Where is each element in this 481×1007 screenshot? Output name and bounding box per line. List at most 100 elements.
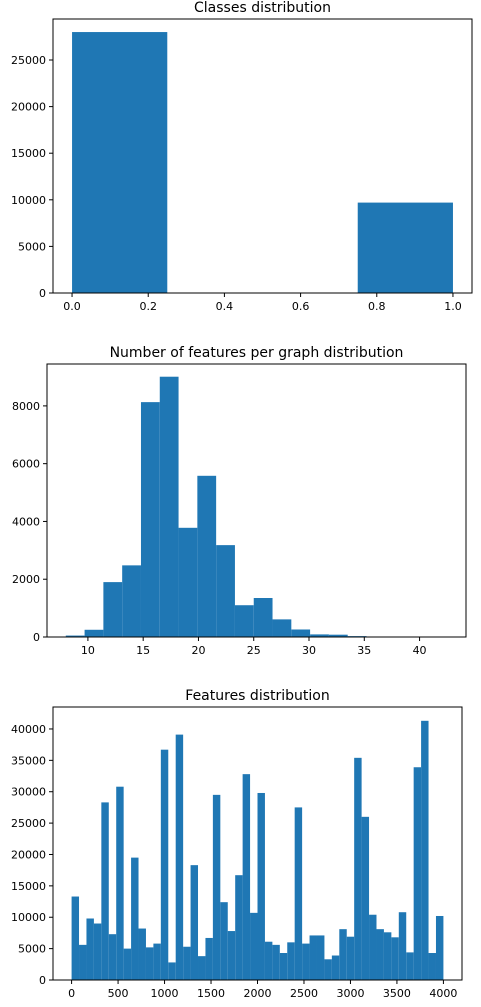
bar	[242, 774, 251, 980]
y-tick-label: 35000	[11, 754, 46, 767]
bar	[310, 634, 329, 637]
bar	[190, 865, 199, 980]
y-tick-label: 15000	[11, 880, 46, 893]
bar	[153, 943, 161, 980]
bar	[406, 952, 414, 980]
bar	[383, 932, 392, 980]
bar	[428, 953, 436, 980]
bar	[123, 948, 132, 980]
bar	[138, 928, 146, 980]
bar	[72, 32, 168, 294]
bar	[160, 749, 169, 980]
y-tick-label: 8000	[12, 400, 40, 413]
bar	[227, 931, 236, 980]
x-tick-label: 30	[302, 644, 316, 657]
bar	[84, 629, 104, 637]
y-tick-label: 25000	[11, 817, 46, 830]
bar	[212, 794, 221, 980]
bar	[108, 934, 117, 980]
bar	[205, 937, 213, 980]
bar	[272, 619, 292, 637]
y-tick-label: 20000	[11, 848, 46, 861]
bar	[291, 629, 311, 637]
bar	[361, 816, 370, 980]
bar	[257, 792, 265, 980]
y-tick-label: 10000	[11, 911, 46, 924]
x-tick-label: 0.0	[63, 300, 81, 313]
bar	[122, 565, 141, 637]
bar	[145, 947, 154, 980]
bar	[250, 912, 258, 980]
bar	[140, 402, 160, 637]
bar	[354, 757, 362, 980]
chart-2: 10 15 20 25 30 35 40 0 2000 4000 6000 8000 Number of…	[12, 345, 467, 657]
bar	[131, 857, 139, 980]
x-tick-label: 0.2	[139, 300, 157, 313]
x-tick-label: 35	[357, 644, 371, 657]
bar	[93, 923, 102, 980]
x-tick-label: 1000	[151, 987, 179, 1000]
x-tick-label: 15	[136, 644, 150, 657]
axes-frame	[46, 363, 467, 638]
bar	[324, 959, 332, 980]
x-tick-label: 20	[191, 644, 205, 657]
x-tick-label: 2500	[290, 987, 318, 1000]
y-tick-label: 15000	[11, 147, 46, 160]
x-tick-label: 3500	[383, 987, 411, 1000]
y-tick-label: 5000	[18, 240, 46, 253]
x-tick-label: 4000	[429, 987, 457, 1000]
y-tick-label: 2000	[12, 573, 40, 586]
x-tick-label: 40	[413, 644, 427, 657]
bar	[316, 935, 325, 980]
bar	[234, 605, 254, 637]
bar	[103, 582, 123, 637]
bar	[272, 944, 280, 980]
x-tick-label: 1500	[197, 987, 225, 1000]
bar	[116, 786, 124, 980]
chart-title: Features distribution	[185, 688, 329, 704]
bar	[328, 634, 348, 637]
bar	[357, 202, 453, 293]
bar	[302, 943, 310, 980]
bar	[71, 896, 80, 980]
chart-3: 0 500 1000 1500 2000 2500 3000 3500 400005000100…	[11, 688, 463, 1000]
y-tick-label: 5000	[18, 943, 46, 956]
bar	[253, 598, 273, 637]
chart-title: Classes distribution	[194, 0, 331, 16]
bar	[198, 956, 206, 980]
y-tick-label: 30000	[11, 786, 46, 799]
bar	[435, 915, 444, 980]
y-tick-label: 10000	[11, 194, 46, 207]
bar	[175, 734, 184, 980]
bar	[421, 720, 429, 980]
y-tick-label: 25000	[11, 54, 46, 67]
y-tick-label: 0	[33, 631, 40, 644]
y-tick-label: 20000	[11, 101, 46, 114]
x-tick-label: 0.6	[292, 300, 310, 313]
bar	[376, 929, 384, 980]
bar	[287, 942, 295, 980]
bar	[369, 914, 377, 980]
y-tick-label: 0	[39, 287, 46, 300]
bar	[168, 962, 176, 980]
y-tick-label: 0	[39, 974, 46, 987]
x-tick-label: 2000	[244, 987, 272, 1000]
chart-1: 0.0 0.2 0.4 0.6 0.8 1.0 0 5000 10000 15000 20000 25…	[11, 0, 473, 313]
axes-frame	[52, 18, 473, 294]
bar	[398, 912, 407, 980]
bar	[79, 944, 87, 980]
x-tick-label: 0.4	[216, 300, 234, 313]
x-tick-label: 1.0	[444, 300, 462, 313]
bar	[101, 802, 109, 980]
x-tick-label: 0.8	[368, 300, 386, 313]
bar	[391, 937, 399, 980]
bar	[65, 635, 85, 637]
bar	[294, 807, 303, 980]
chart-title: Number of features per graph distributio…	[110, 345, 404, 361]
bar	[197, 475, 217, 637]
x-tick-label: 25	[247, 644, 261, 657]
x-tick-label: 10	[81, 644, 95, 657]
bar	[309, 935, 317, 980]
y-tick-label: 40000	[11, 723, 46, 736]
